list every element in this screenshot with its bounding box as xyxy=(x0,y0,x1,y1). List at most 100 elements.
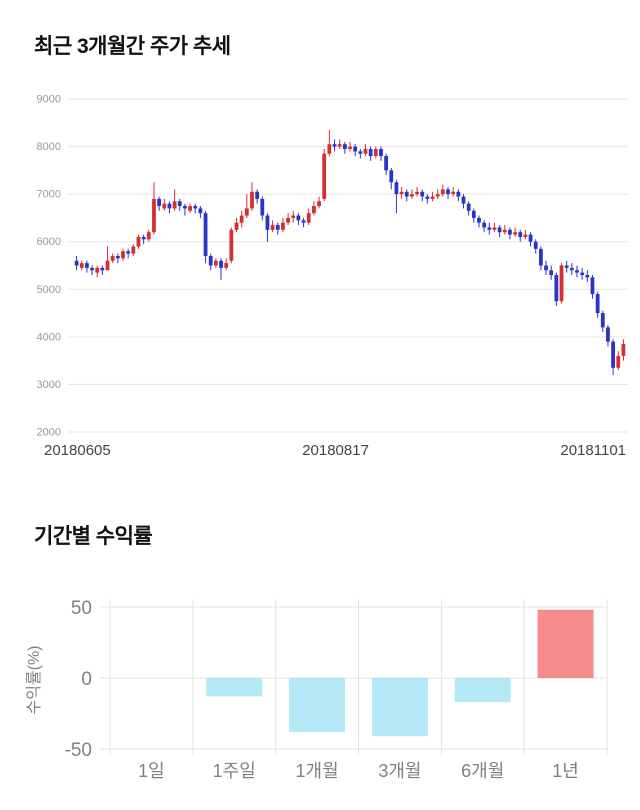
candle-body xyxy=(580,272,585,276)
candle-body xyxy=(219,260,223,268)
returns-bar xyxy=(206,678,263,697)
candle-body xyxy=(172,201,177,209)
candle-body xyxy=(131,246,136,254)
price-candlestick-chart: 9000 8000 7000 6000 5000 4000 3000 2000 xyxy=(37,94,628,439)
candle-body xyxy=(348,146,352,149)
candle-body xyxy=(95,267,100,273)
candle-body xyxy=(446,189,450,195)
candle-body xyxy=(621,343,626,356)
candle-body xyxy=(538,248,543,266)
candle-body xyxy=(384,156,389,171)
candle-body xyxy=(435,194,440,197)
returns-bar xyxy=(537,609,594,678)
candle-body xyxy=(363,148,368,154)
returns-category-label: 1주일 xyxy=(213,761,256,781)
candle-body xyxy=(559,265,564,302)
candle-body xyxy=(456,191,461,197)
candle-body xyxy=(554,275,559,302)
price-chart-title: 최근 3개월간 주가 추세 xyxy=(34,35,231,58)
candle-body xyxy=(528,234,533,242)
candle-body xyxy=(121,251,125,259)
candle-body xyxy=(224,263,229,268)
candle-body xyxy=(317,201,321,207)
price-y-tick-label: 5000 xyxy=(37,284,61,296)
candle-body xyxy=(296,215,301,221)
candle-body xyxy=(126,251,131,254)
returns-y-tick-label: 50 xyxy=(71,598,92,619)
candle-body xyxy=(281,222,285,230)
candle-body xyxy=(482,222,487,228)
price-y-tick-label: 9000 xyxy=(37,94,61,106)
candle-body xyxy=(115,255,120,259)
candle-body xyxy=(100,267,105,271)
candle-body xyxy=(110,255,115,261)
candle-body xyxy=(389,170,394,183)
candle-body xyxy=(234,222,239,230)
candle-body xyxy=(183,206,187,209)
candle-body xyxy=(332,144,337,147)
candle-body xyxy=(306,213,311,223)
returns-category-label: 6개월 xyxy=(461,761,504,781)
candle-body xyxy=(461,196,466,204)
candle-body xyxy=(311,206,316,214)
candle-body xyxy=(616,355,621,368)
price-y-tick-label: 6000 xyxy=(37,236,61,248)
candle-body xyxy=(569,267,574,271)
candle-body xyxy=(415,191,419,195)
x-axis-label-start: 20180605 xyxy=(44,442,111,459)
returns-category-label: 1일 xyxy=(138,761,165,781)
x-axis-label-end: 20181101 xyxy=(560,442,626,459)
candle-body xyxy=(410,194,414,197)
candle-body xyxy=(404,191,409,197)
candle-body xyxy=(79,263,84,268)
returns-bar xyxy=(371,678,428,737)
candle-body xyxy=(353,146,358,152)
price-y-tick-label: 4000 xyxy=(37,331,61,343)
candle-body xyxy=(595,294,600,314)
candle-body xyxy=(358,151,363,154)
x-axis-label-mid: 20180817 xyxy=(302,442,369,459)
returns-chart-title: 기간별 수익률 xyxy=(34,525,153,548)
candle-body xyxy=(611,341,616,368)
candle-body xyxy=(141,236,146,240)
candle-body xyxy=(327,144,332,154)
candle-body xyxy=(544,265,548,271)
candle-body xyxy=(497,227,502,233)
returns-bar xyxy=(454,678,511,703)
candle-body xyxy=(492,227,497,230)
candle-body xyxy=(213,260,218,266)
returns-y-tick-label: 0 xyxy=(81,669,92,690)
candle-body xyxy=(255,191,260,199)
candle-body xyxy=(208,255,213,266)
candle-body xyxy=(260,198,265,216)
candle-body xyxy=(590,277,595,295)
candle-body xyxy=(451,191,456,195)
candle-body xyxy=(337,144,342,147)
candle-body xyxy=(162,203,167,209)
candle-body xyxy=(270,225,275,230)
candle-body xyxy=(188,206,192,211)
candle-body xyxy=(301,220,306,223)
candle-body xyxy=(606,327,610,342)
candle-body xyxy=(430,196,435,199)
candle-body xyxy=(84,263,89,268)
candle-body xyxy=(203,213,208,256)
candle-body xyxy=(471,210,476,218)
candle-body xyxy=(513,232,517,235)
candle-body xyxy=(74,260,79,266)
candle-body xyxy=(477,217,481,223)
candle-body xyxy=(342,144,347,149)
candle-body xyxy=(244,208,249,216)
candle-body xyxy=(177,201,182,207)
candle-body xyxy=(585,275,590,278)
candle-body xyxy=(157,198,162,207)
candle-body xyxy=(167,203,172,209)
price-y-tick-label: 2000 xyxy=(37,427,61,439)
candle-body xyxy=(146,232,151,240)
candle-body xyxy=(265,215,270,230)
candle-body xyxy=(466,203,471,211)
candle-body xyxy=(373,148,378,157)
candle-body xyxy=(239,215,244,223)
candle-body xyxy=(399,191,404,195)
